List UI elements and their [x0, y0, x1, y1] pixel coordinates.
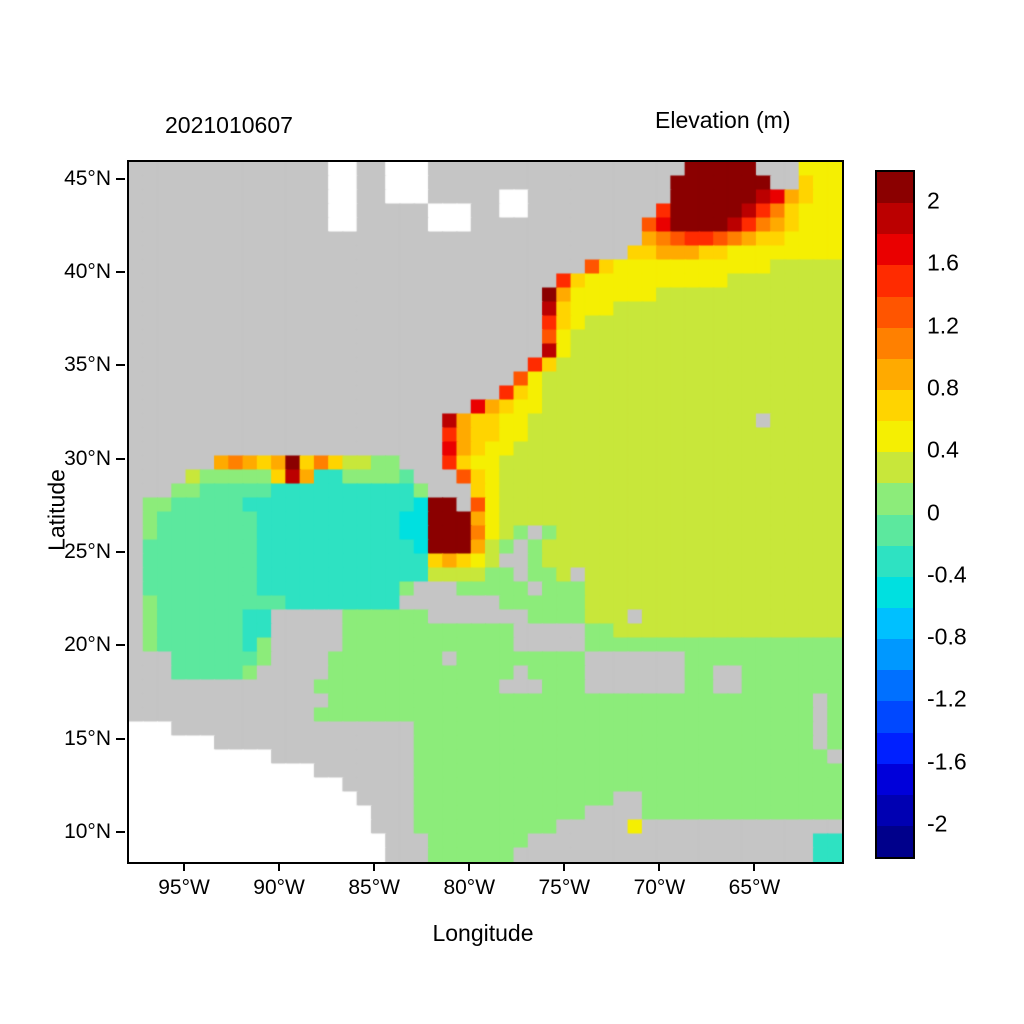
x-tick-label: 70°W	[633, 876, 686, 899]
y-tick-mark	[116, 831, 125, 833]
y-tick-mark	[116, 177, 125, 180]
x-tick-mark	[183, 862, 186, 871]
colorbar-segment	[877, 732, 913, 764]
x-tick-label: 75°W	[538, 876, 591, 899]
y-tick-label: 45°N	[64, 166, 111, 190]
y-tick-mark	[116, 457, 125, 460]
timestamp-title: 2021010607	[165, 112, 293, 138]
colorbar-segment	[877, 483, 913, 515]
colorbar-tick-label: -2	[927, 810, 948, 837]
x-axis-label: Longitude	[432, 920, 534, 946]
colorbar-segment	[877, 514, 913, 546]
y-tick-mark	[116, 364, 125, 367]
y-tick-mark	[116, 271, 125, 273]
colorbar-segment	[877, 794, 913, 826]
y-tick-label: 40°N	[64, 260, 111, 283]
colorbar-segment	[877, 452, 913, 484]
x-tick-mark	[278, 862, 281, 871]
x-tick-mark	[753, 862, 756, 871]
colorbar-segment	[877, 327, 913, 359]
y-tick-label: 10°N	[64, 820, 111, 843]
x-tick-label: 95°W	[158, 876, 210, 899]
x-tick-mark	[373, 862, 376, 871]
map-plot-area	[127, 160, 844, 864]
colorbar-tick-label: 0.8	[927, 374, 959, 401]
x-tick-label: 65°W	[728, 876, 781, 899]
y-tick-mark	[116, 551, 125, 553]
colorbar-segment	[877, 670, 913, 702]
colorbar-segment	[877, 825, 913, 858]
colorbar-tick-label: -0.4	[927, 561, 967, 588]
colorbar-segment	[877, 576, 913, 608]
colorbar-tick-label: 1.6	[927, 249, 959, 276]
colorbar-segment	[877, 763, 913, 795]
x-tick-label: 85°W	[348, 876, 400, 899]
colorbar-segment	[877, 421, 913, 453]
colorbar-title: Elevation (m)	[655, 107, 791, 133]
colorbar-segment	[877, 389, 913, 422]
x-tick-mark	[563, 862, 566, 871]
x-tick-mark	[468, 862, 471, 871]
colorbar-tick-label: 0	[927, 499, 940, 525]
colorbar-tick-label: -1.6	[927, 748, 967, 775]
colorbar-segment	[877, 545, 913, 577]
colorbar-tick-label: 1.2	[927, 312, 959, 339]
colorbar-tick-label: -1.2	[927, 685, 967, 712]
colorbar-segment	[877, 265, 913, 297]
colorbar-tick-label: 2	[927, 187, 940, 214]
x-tick-label: 80°W	[443, 876, 496, 899]
y-tick-label: 15°N	[64, 726, 111, 750]
colorbar-segment	[877, 358, 913, 390]
colorbar-tick-label: -0.8	[927, 623, 967, 650]
x-tick-mark	[658, 862, 661, 871]
y-axis-label: Latitude	[43, 469, 70, 551]
colorbar-segment	[877, 203, 913, 235]
colorbar-segment	[877, 639, 913, 671]
colorbar-segment	[877, 234, 913, 266]
y-tick-label: 35°N	[64, 353, 111, 377]
x-tick-label: 90°W	[253, 876, 305, 899]
y-tick-mark	[116, 737, 125, 740]
y-tick-mark	[116, 644, 125, 647]
colorbar-segment	[877, 296, 913, 328]
colorbar	[875, 170, 915, 859]
y-tick-label: 25°N	[64, 540, 111, 563]
colorbar-segment	[877, 701, 913, 733]
colorbar-tick-label: 0.4	[927, 436, 959, 463]
elevation-map-canvas	[129, 162, 842, 862]
colorbar-segment	[877, 607, 913, 640]
y-tick-label: 30°N	[64, 446, 111, 470]
y-tick-label: 20°N	[64, 633, 111, 657]
colorbar-segment	[877, 172, 913, 204]
